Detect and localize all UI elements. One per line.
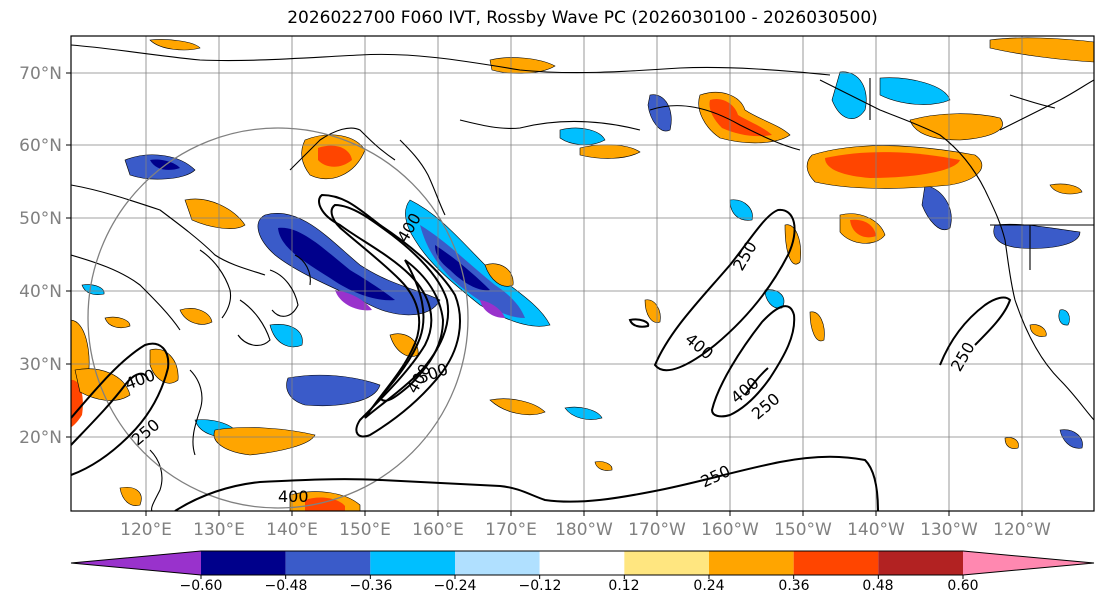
map-title: 2026022700 F060 IVT, Rossby Wave PC (202… bbox=[287, 8, 878, 28]
ivt-contours bbox=[71, 193, 1012, 511]
lat-label: 40°N bbox=[19, 282, 62, 302]
latitude-labels: 70°N 60°N 50°N 40°N 30°N 20°N bbox=[19, 64, 62, 448]
lat-label: 20°N bbox=[19, 428, 62, 448]
lon-label: 120°E bbox=[120, 520, 172, 540]
colorbar-segment bbox=[539, 551, 625, 575]
lat-label: 60°N bbox=[19, 136, 62, 156]
lon-label: 140°E bbox=[266, 520, 318, 540]
anomaly-shading bbox=[71, 37, 1094, 511]
colorbar-segment bbox=[963, 551, 1094, 575]
colorbar-tick-label: 0.60 bbox=[947, 578, 978, 594]
colorbar bbox=[70, 550, 1095, 579]
lon-label: 140°W bbox=[847, 520, 905, 540]
colorbar-tick-label: −0.60 bbox=[180, 578, 223, 594]
longitude-labels: 120°E 130°E 140°E 150°E 160°E 170°E 180°… bbox=[120, 520, 1051, 540]
colorbar-tick-label: −0.24 bbox=[434, 578, 477, 594]
lon-label: 130°W bbox=[920, 520, 978, 540]
colorbar-segment bbox=[285, 551, 371, 575]
colorbar-tick-labels: −0.60 −0.48 −0.36 −0.24 −0.12 0.12 0.24 … bbox=[180, 578, 979, 594]
colorbar-segment bbox=[793, 551, 879, 575]
lon-label: 130°E bbox=[193, 520, 245, 540]
colorbar-tick-label: −0.36 bbox=[350, 578, 393, 594]
axis-ticks bbox=[66, 72, 1023, 516]
domain-circle bbox=[87, 127, 469, 509]
colorbar-segment bbox=[370, 551, 455, 575]
colorbar-tick-label: −0.12 bbox=[519, 578, 562, 594]
colorbar-segment bbox=[709, 551, 794, 575]
lon-label: 170°W bbox=[628, 520, 686, 540]
lat-label: 50°N bbox=[19, 209, 62, 229]
colorbar-segment bbox=[624, 551, 709, 575]
lat-label: 30°N bbox=[19, 355, 62, 375]
colorbar-segment bbox=[71, 551, 201, 575]
lon-label: 150°E bbox=[339, 520, 391, 540]
plot-frame bbox=[70, 35, 1095, 512]
contour-label: 400 bbox=[278, 487, 309, 506]
lon-label: 160°W bbox=[701, 520, 759, 540]
colorbar-segment bbox=[878, 551, 963, 575]
colorbar-tick-label: 0.48 bbox=[862, 578, 893, 594]
lon-label: 150°W bbox=[774, 520, 832, 540]
lon-label: 180°W bbox=[555, 520, 613, 540]
colorbar-tick-label: 0.24 bbox=[693, 578, 724, 594]
colorbar-tick-label: 0.36 bbox=[778, 578, 809, 594]
colorbar-tick-label: 0.12 bbox=[608, 578, 639, 594]
lon-label: 120°W bbox=[993, 520, 1051, 540]
lon-label: 170°E bbox=[485, 520, 537, 540]
coastlines bbox=[71, 44, 1094, 511]
lat-label: 70°N bbox=[19, 64, 62, 84]
colorbar-segment bbox=[201, 551, 286, 575]
colorbar-segment bbox=[455, 551, 540, 575]
lon-label: 160°E bbox=[412, 520, 464, 540]
colorbar-tick-label: −0.48 bbox=[265, 578, 308, 594]
